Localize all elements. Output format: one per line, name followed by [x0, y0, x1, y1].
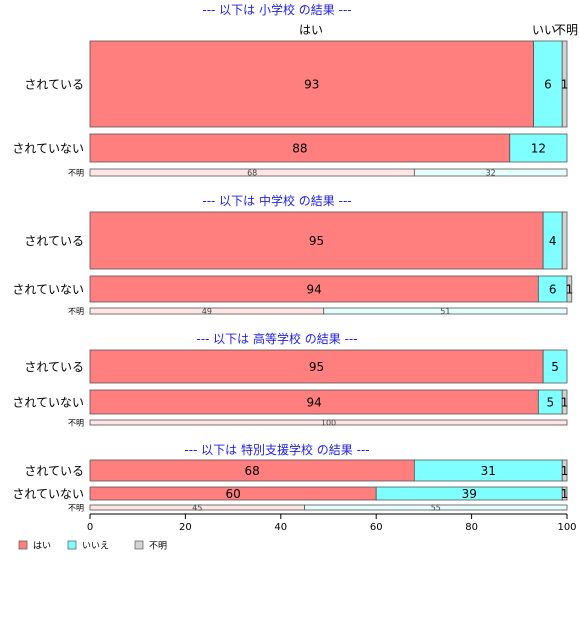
column-label-yes: はい — [299, 23, 323, 37]
legend-swatch — [134, 540, 144, 550]
data-label: 68 — [245, 464, 260, 478]
data-label: 6 — [544, 78, 552, 92]
bar-segment — [323, 307, 568, 315]
row-label: されていない — [12, 283, 84, 297]
data-label: 39 — [462, 487, 477, 501]
data-label: 1 — [561, 396, 569, 410]
x-tick-label: 100 — [557, 522, 576, 533]
bar-segment — [89, 40, 535, 128]
data-label: 88 — [292, 142, 307, 156]
panel-title: --- 以下は 中学校 の結果 --- — [202, 193, 351, 208]
column-label-unknown: 不明 — [554, 23, 578, 37]
data-label: 32 — [486, 169, 496, 178]
bar-segment — [537, 275, 568, 303]
x-tick-label: 20 — [179, 522, 192, 533]
bar-segment — [89, 275, 539, 303]
data-label: 1 — [561, 464, 569, 478]
x-tick-label: 60 — [370, 522, 383, 533]
legend-label: いいえ — [82, 541, 109, 552]
panel-title: --- 以下は 小学校 の結果 --- — [202, 2, 351, 17]
bar-segment — [542, 349, 568, 384]
x-tick-label: 80 — [465, 522, 478, 533]
x-tick-label: 0 — [87, 522, 93, 533]
row-label: されている — [24, 234, 84, 248]
row-label: されていない — [12, 396, 84, 410]
legend-swatch — [18, 540, 28, 550]
data-label: 68 — [247, 169, 257, 178]
bar-segment — [561, 211, 568, 270]
data-label: 95 — [309, 234, 324, 248]
panel-title: --- 以下は 特別支援学校 の結果 --- — [184, 442, 369, 457]
bar-segment — [566, 275, 573, 303]
row-label: 不明 — [68, 307, 84, 316]
bar-segment — [89, 211, 544, 270]
row-label: 不明 — [68, 419, 84, 428]
data-label: 100 — [321, 419, 336, 428]
row-label: されていない — [12, 487, 84, 501]
bar-segment — [304, 504, 568, 511]
row-label: されている — [24, 78, 84, 92]
data-label: 5 — [551, 360, 559, 374]
data-label: 49 — [202, 307, 212, 316]
bar-segment — [561, 40, 568, 128]
x-tick-label: 40 — [274, 522, 287, 533]
bar-segment — [533, 40, 563, 128]
data-label: 1 — [566, 283, 574, 297]
data-label: 5 — [546, 396, 554, 410]
bar-segment — [413, 168, 568, 177]
panel-title: --- 以下は 高等学校 の結果 --- — [196, 331, 357, 346]
row-label: 不明 — [68, 504, 84, 513]
legend-label: 不明 — [149, 541, 167, 552]
bar-segment — [89, 389, 539, 415]
data-label: 4 — [549, 234, 557, 248]
data-label: 45 — [192, 504, 202, 513]
bar-segment — [89, 419, 568, 426]
data-label: 6 — [549, 283, 557, 297]
data-label: 51 — [440, 307, 450, 316]
bar-segment — [509, 133, 568, 163]
bar-segment — [561, 389, 568, 415]
data-label: 31 — [481, 464, 496, 478]
row-label: されている — [24, 360, 84, 374]
row-label: 不明 — [68, 169, 84, 178]
row-label: されている — [24, 464, 84, 478]
legend-swatch — [67, 540, 77, 550]
data-label: 1 — [561, 487, 569, 501]
data-label: 94 — [307, 396, 322, 410]
data-label: 60 — [225, 487, 240, 501]
data-label: 94 — [307, 283, 322, 297]
data-label: 1 — [561, 78, 569, 92]
data-label: 12 — [531, 142, 546, 156]
column-label-no: いい — [532, 23, 556, 37]
data-label: 93 — [304, 78, 319, 92]
row-label: されていない — [12, 142, 84, 156]
data-label: 95 — [309, 360, 324, 374]
data-label: 55 — [431, 504, 441, 513]
legend-label: はい — [33, 541, 51, 552]
bar-segment — [561, 486, 568, 501]
bar-segment — [561, 459, 568, 482]
